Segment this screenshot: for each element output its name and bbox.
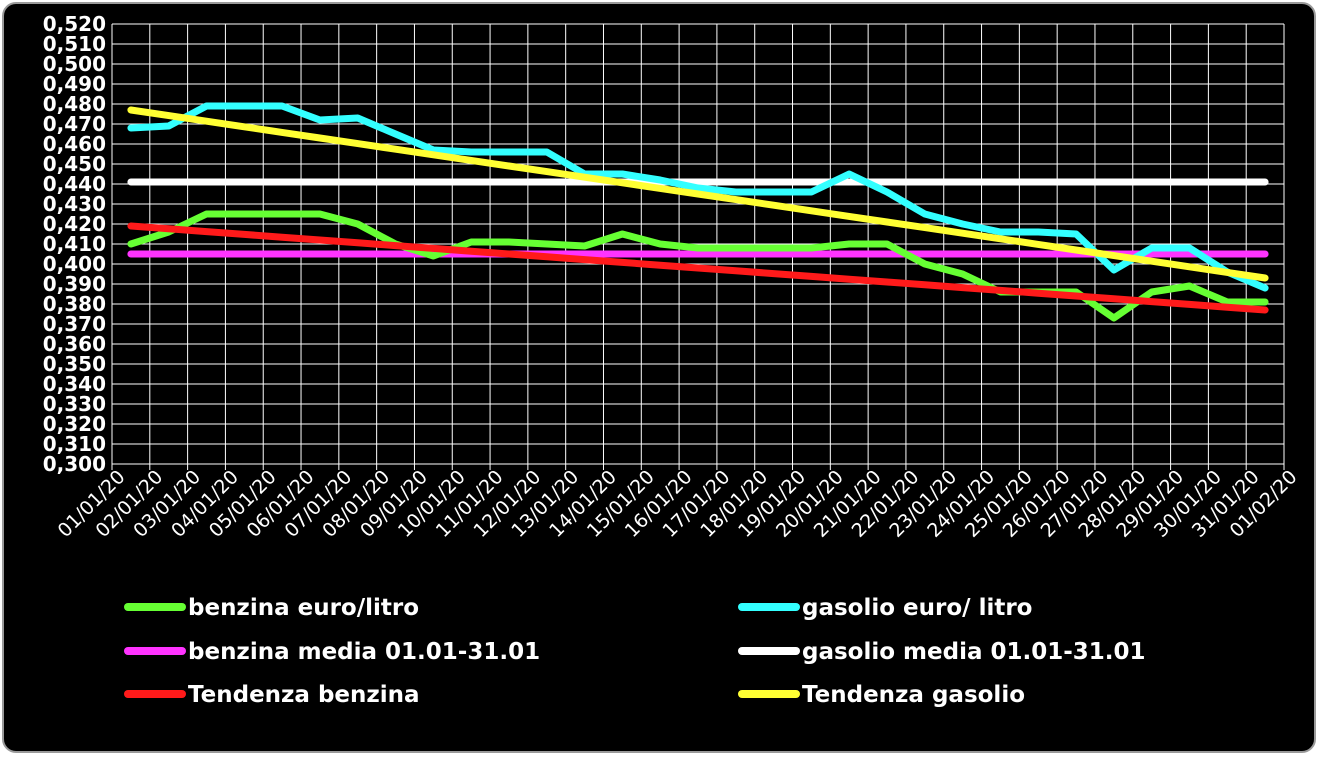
legend-label: gasolio euro/ litro — [802, 595, 1032, 621]
y-tick-label: 0,460 — [43, 132, 106, 156]
series-lines — [127, 102, 1269, 322]
y-tick-label: 0,510 — [43, 32, 106, 56]
y-tick-label: 0,520 — [43, 12, 106, 36]
y-tick-label: 0,500 — [43, 52, 106, 76]
y-tick-label: 0,390 — [43, 272, 106, 296]
y-tick-label: 0,450 — [43, 152, 106, 176]
y-tick-label: 0,480 — [43, 92, 106, 116]
y-tick-label: 0,440 — [43, 172, 106, 196]
series-line-5 — [127, 106, 1269, 282]
grid — [111, 23, 1285, 465]
y-tick-label: 0,320 — [43, 412, 106, 436]
legend: benzina euro/litro gasolio euro/ litro ben… — [124, 595, 1146, 708]
series-line-4 — [127, 222, 1269, 314]
y-tick-label: 0,370 — [43, 312, 106, 336]
y-tick-label: 0,330 — [43, 392, 106, 416]
y-tick-label: 0,490 — [43, 72, 106, 96]
y-tick-label: 0,360 — [43, 332, 106, 356]
y-tick-label: 0,310 — [43, 432, 106, 456]
legend-label: benzina media 01.01-31.01 — [188, 639, 540, 665]
y-tick-label: 0,410 — [43, 232, 106, 256]
series-line-0 — [127, 210, 1269, 322]
y-tick-label: 0,400 — [43, 252, 106, 276]
y-tick-label: 0,300 — [43, 452, 106, 476]
y-axis: 0,3000,3100,3200,3300,3400,3500,3600,370… — [43, 12, 106, 476]
y-tick-label: 0,350 — [43, 352, 106, 376]
legend-label: Tendenza benzina — [188, 682, 420, 708]
y-tick-label: 0,380 — [43, 292, 106, 316]
y-tick-label: 0,470 — [43, 112, 106, 136]
y-tick-label: 0,340 — [43, 372, 106, 396]
legend-label: benzina euro/litro — [188, 595, 419, 621]
y-tick-label: 0,430 — [43, 192, 106, 216]
series-line-1 — [127, 102, 1269, 292]
legend-label: gasolio media 01.01-31.01 — [802, 639, 1146, 665]
x-axis: 01/01/2002/01/2003/01/2004/01/2005/01/20… — [54, 464, 1302, 542]
legend-label: Tendenza gasolio — [802, 682, 1025, 708]
y-tick-label: 0,420 — [43, 212, 106, 236]
